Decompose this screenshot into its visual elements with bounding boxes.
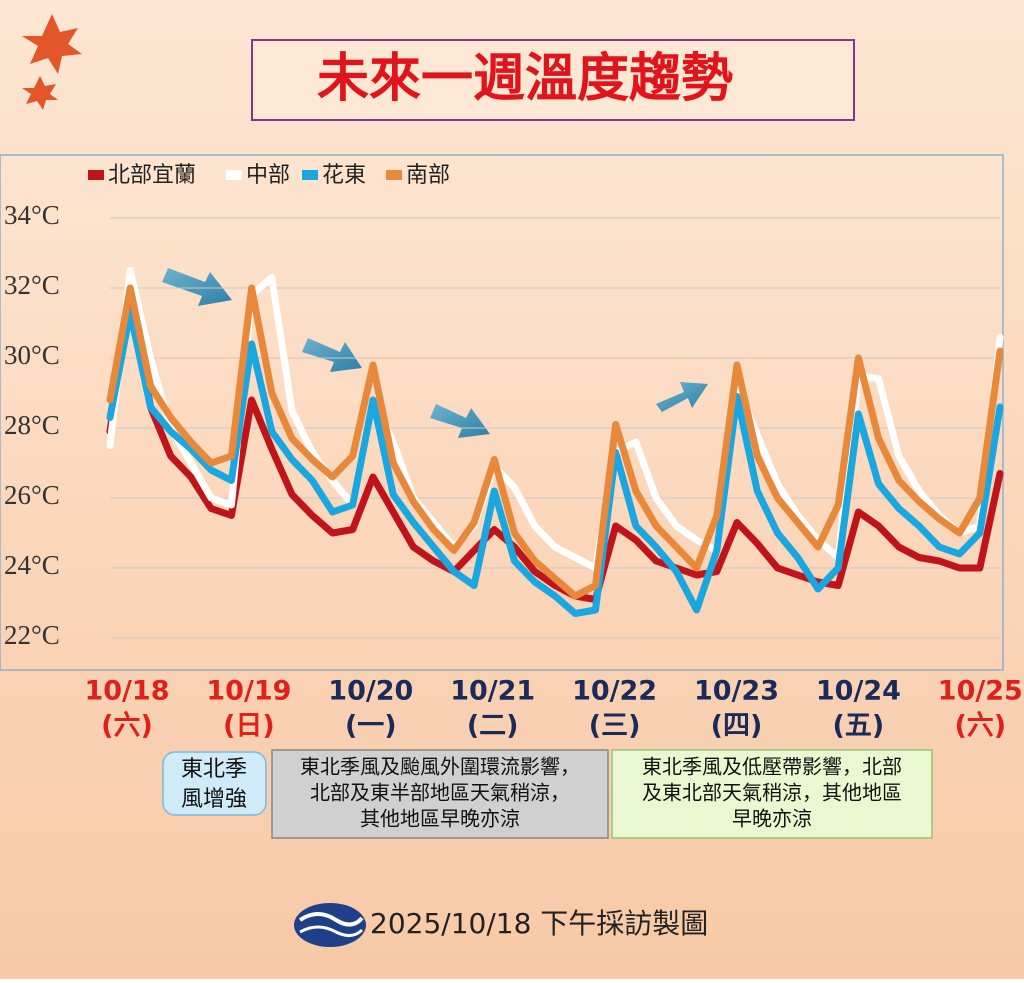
- y-tick-label: 30°C: [4, 340, 60, 370]
- trend-arrows: [162, 268, 708, 438]
- x-tick-label: 10/23: [694, 676, 779, 707]
- y-tick-label: 28°C: [4, 410, 60, 440]
- footer: 2025/10/18 下午採訪製圖: [370, 907, 708, 940]
- series-line: [106, 281, 1004, 603]
- annotation-text: 東北季: [181, 757, 247, 782]
- chart-title: 未來一週溫度趨勢: [317, 49, 733, 109]
- annotation-text: 早晚亦涼: [732, 807, 812, 831]
- y-tick-label: 22°C: [4, 620, 60, 650]
- series-line: [106, 309, 1004, 617]
- x-tick-weekday: (六): [954, 711, 1006, 742]
- annotation-box: [162, 749, 933, 839]
- x-tick-label: 10/20: [328, 676, 413, 707]
- x-tick-weekday: (四): [711, 711, 763, 742]
- legend-label: 北部宜蘭: [108, 163, 196, 188]
- x-tick-label: 10/19: [206, 676, 291, 707]
- legend-label: 南部: [406, 163, 450, 188]
- x-tick-label: 10/24: [816, 676, 901, 707]
- x-tick-weekday: (日): [223, 711, 275, 742]
- plot: 22°C 24°C 26°C 28°C 30°C 32°C 34°C 10/18 (六) 10/1…: [4, 163, 1023, 742]
- legend-label: 中部: [246, 163, 290, 188]
- series-line: [106, 267, 1004, 572]
- footer-logo: [294, 903, 366, 947]
- x-tick-label: 10/25: [938, 676, 1023, 707]
- title-box: [251, 39, 855, 121]
- annotation-text: 及東北部天氣稍涼，其他地區: [642, 781, 902, 805]
- y-tick-label: 34°C: [4, 200, 60, 230]
- x-tick-weekday: (一): [345, 711, 397, 742]
- annotation-text: 東北季風及颱風外圍環流影響，: [300, 755, 580, 779]
- legend-swatch: [386, 170, 402, 180]
- annotation-text: 北部及東半部地區天氣稍涼，: [310, 781, 570, 805]
- legend-swatch: [302, 170, 318, 180]
- y-tick-label: 26°C: [4, 480, 60, 510]
- x-tick-label: 10/18: [84, 676, 169, 707]
- legend-label: 花東: [322, 163, 366, 188]
- series-line: [106, 284, 1004, 600]
- x-tick-weekday: (五): [833, 711, 885, 742]
- x-tick-weekday: (六): [101, 711, 153, 742]
- annotation-text: 其他地區早晚亦涼: [360, 807, 520, 831]
- x-tick-label: 10/21: [450, 676, 535, 707]
- annotation-text: 風增強: [181, 787, 247, 812]
- x-tick-weekday: (二): [467, 711, 519, 742]
- x-tick-weekday: (三): [589, 711, 641, 742]
- annotation-text: 東北季風及低壓帶影響，北部: [642, 755, 902, 779]
- legend-swatch: [88, 170, 104, 180]
- legend-swatch: [226, 170, 242, 180]
- x-tick-label: 10/22: [572, 676, 657, 707]
- maple-leaf: [22, 14, 82, 110]
- y-tick-label: 24°C: [4, 550, 60, 580]
- y-tick-label: 32°C: [4, 270, 60, 300]
